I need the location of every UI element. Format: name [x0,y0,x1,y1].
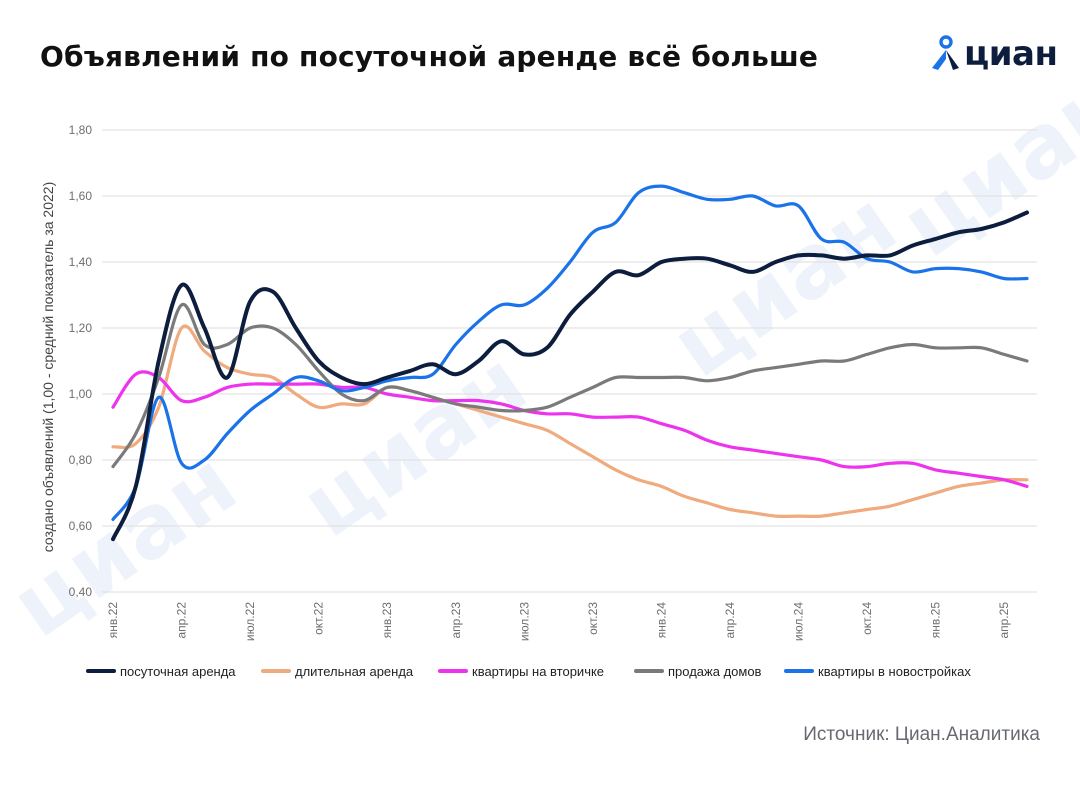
legend-label-long_rent: длительная аренда [295,664,414,679]
series-line-new_builds [111,184,1029,521]
series-line-long_rent [111,324,1029,518]
x-tick-label: янв.22 [106,602,120,639]
x-tick-label: апр.25 [997,602,1011,639]
brand-logo: циан [926,34,1058,74]
y-tick-label: 0,40 [69,585,93,599]
y-tick-label: 1,00 [69,387,93,401]
legend: посуточная аренда длительная аренда кварти… [86,664,971,679]
cian-pin-icon [932,35,959,70]
series-lines [111,184,1029,542]
y-tick-labels: 0,40 0,60 0,80 1,00 1,20 1,40 1,60 1,80 [69,123,93,599]
y-tick-label: 1,80 [69,123,93,137]
watermark: циан [883,51,1080,277]
y-tick-label: 1,20 [69,321,93,335]
y-tick-label: 0,60 [69,519,93,533]
x-tick-label: окт.22 [312,602,326,635]
legend-label-houses: продажа домов [668,664,762,679]
x-tick-label: янв.24 [654,602,668,639]
y-axis-label: создано объявлений (1,00 - средний показ… [40,182,56,552]
x-tick-labels: янв.22 апр.22 июл.22 окт.22 янв.23 апр.23 июл.… [106,602,1011,641]
series-line-daily_rent [111,210,1029,542]
watermark: циан [0,431,254,657]
page-title: Объявлений по посуточной аренде всё боль… [40,40,819,73]
y-tick-label: 1,60 [69,189,93,203]
x-tick-label: апр.23 [449,602,463,639]
brand-name: циан [964,34,1058,74]
legend-label-secondary: квартиры на вторичке [472,664,604,679]
series-line-secondary [111,370,1029,488]
x-tick-label: апр.24 [723,602,737,639]
x-tick-label: янв.23 [380,602,394,639]
x-tick-label: июл.22 [243,602,257,641]
series-line-houses [111,303,1029,469]
source-note: Источник: Циан.Аналитика [803,724,1040,745]
x-tick-label: окт.24 [860,602,874,635]
x-tick-label: апр.22 [175,602,189,639]
x-tick-label: янв.25 [929,602,943,639]
y-tick-label: 0,80 [69,453,93,467]
x-tick-label: окт.23 [586,602,600,635]
legend-label-new_builds: квартиры в новостройках [818,664,971,679]
legend-label-daily_rent: посуточная аренда [120,664,236,679]
x-tick-label: июл.23 [517,602,531,641]
y-grid [102,129,1037,593]
x-tick-label: июл.24 [792,602,806,641]
y-tick-label: 1,40 [69,255,93,269]
